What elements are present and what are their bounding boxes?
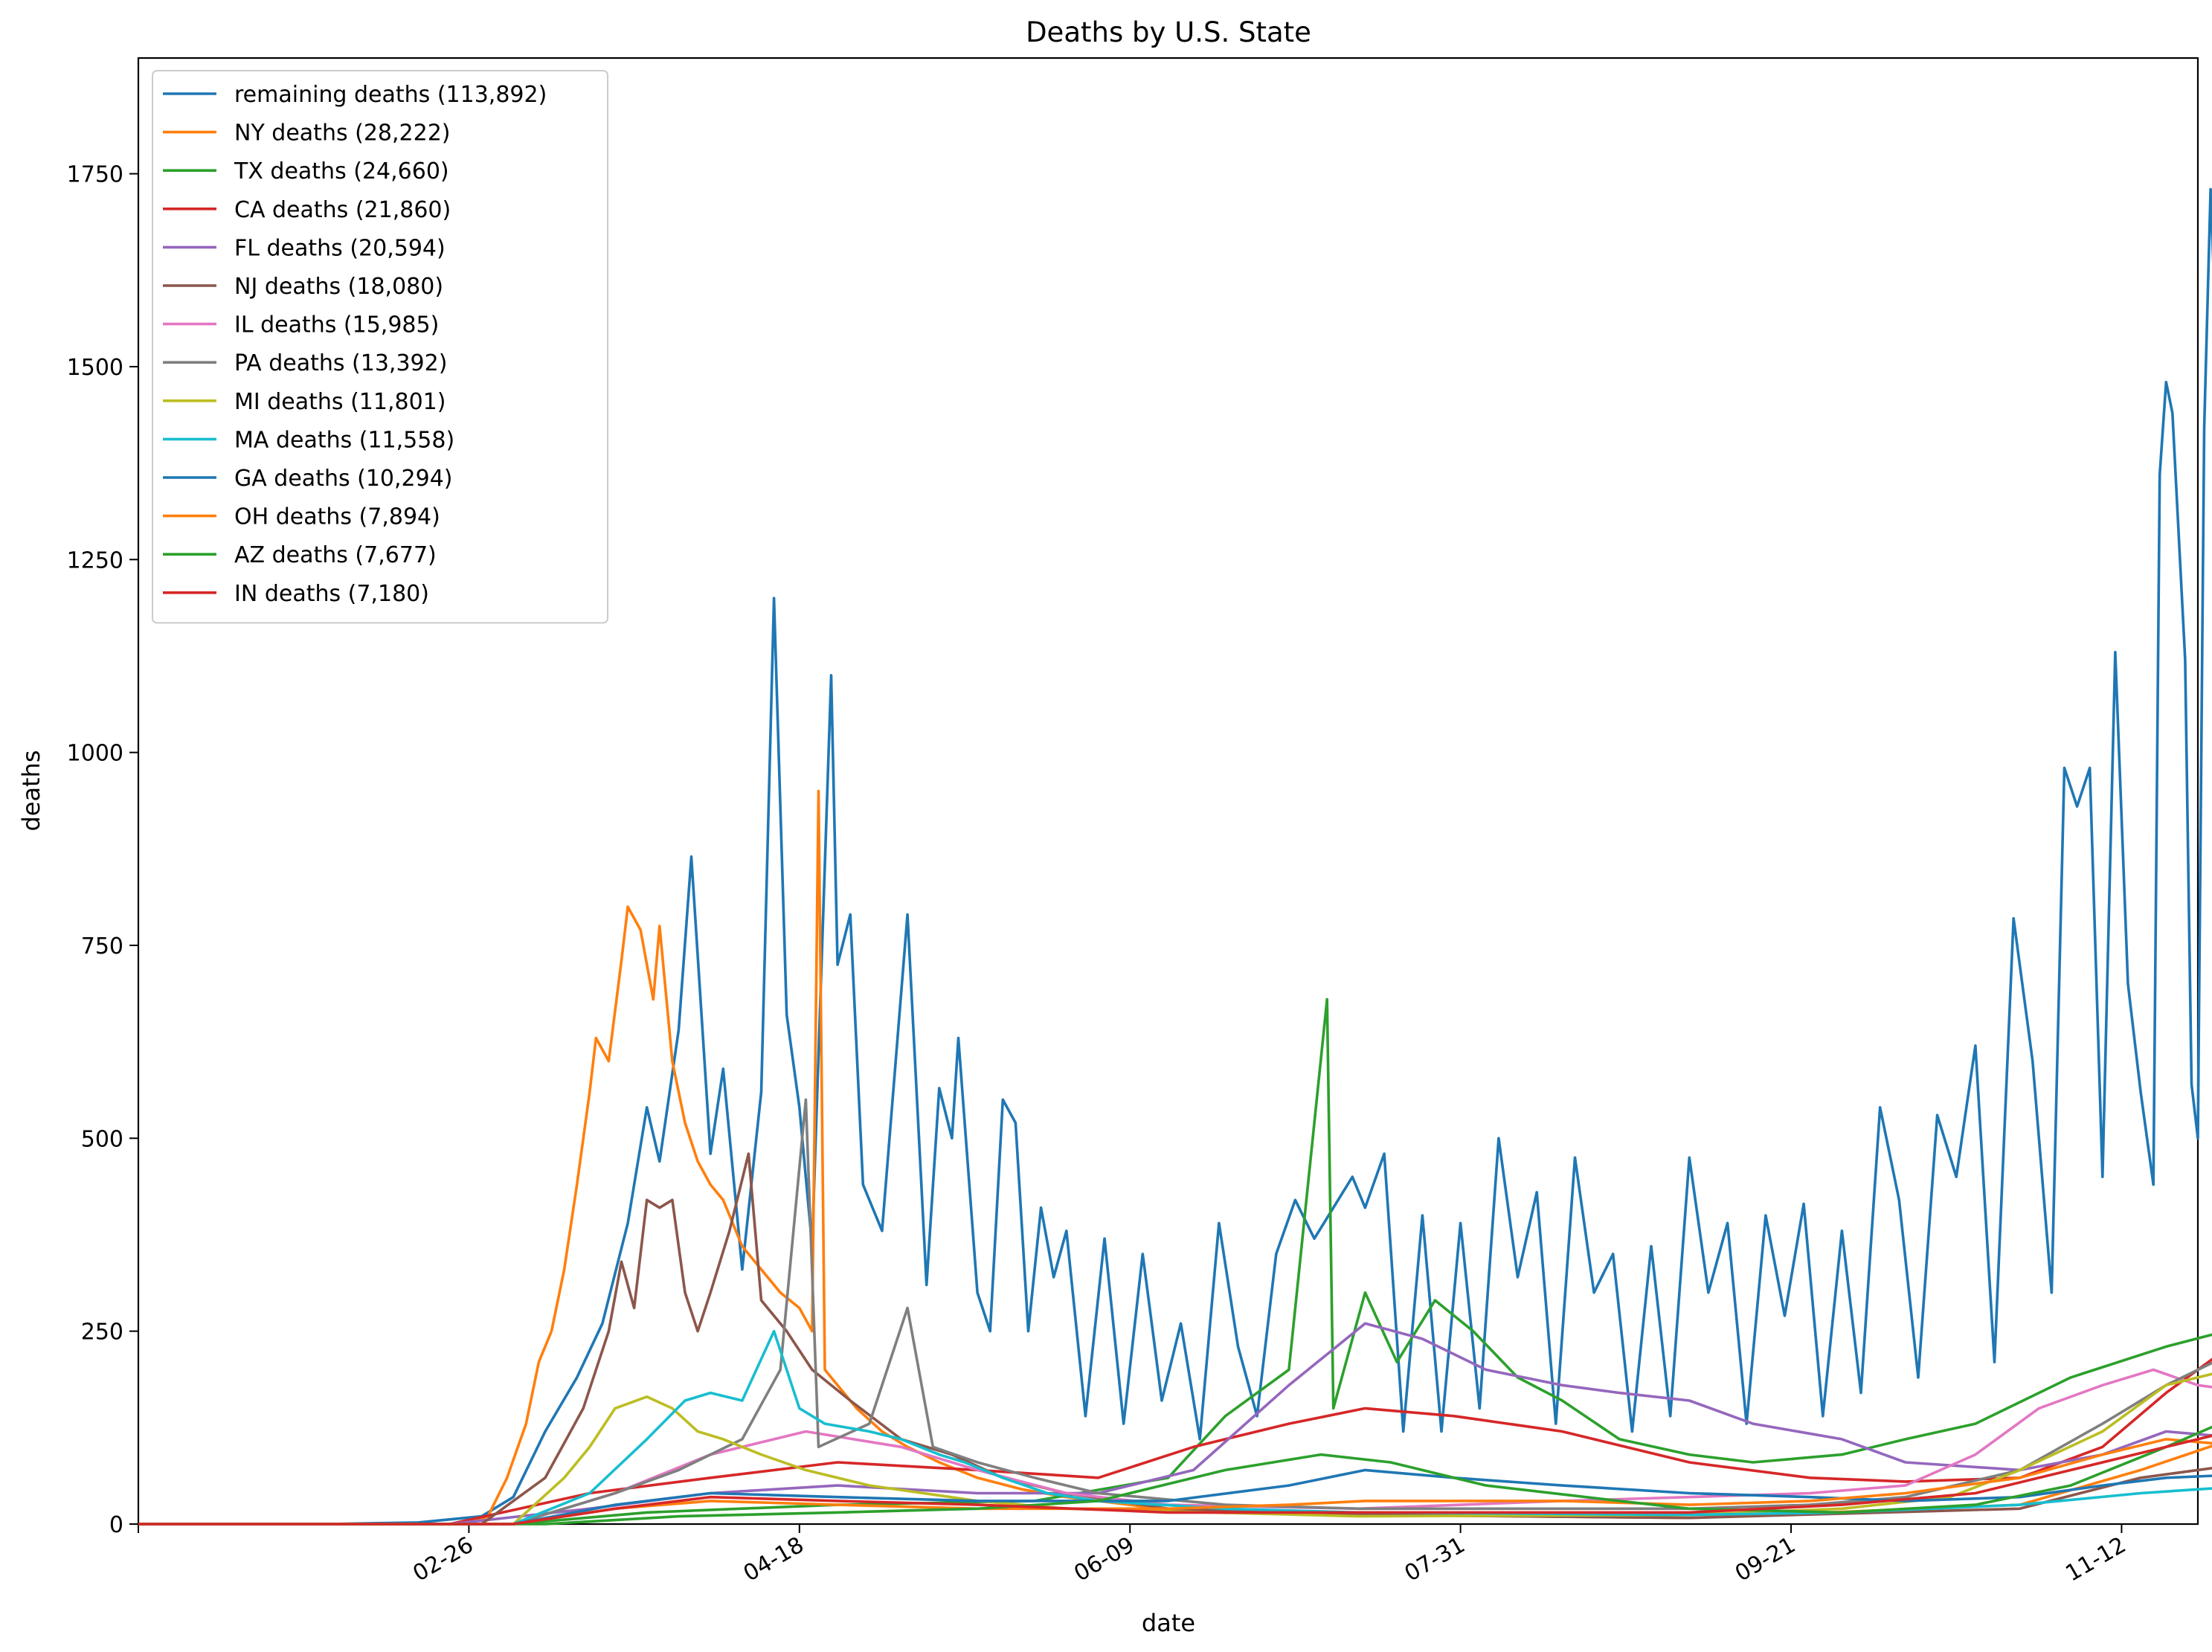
series-line-2 <box>138 789 2212 1526</box>
legend-label: MI deaths (11,801) <box>234 389 446 415</box>
series-line-7 <box>138 1368 2212 1526</box>
legend-label: IN deaths (7,180) <box>234 581 429 607</box>
series-line-4 <box>138 1357 2212 1526</box>
series-line-14 <box>138 1434 2212 1526</box>
y-axis-label: deaths <box>17 750 45 831</box>
legend-box <box>152 70 608 624</box>
y-tick-label: 1000 <box>67 741 123 767</box>
series-layer <box>138 187 2212 1526</box>
y-tick-label: 1750 <box>67 162 123 188</box>
y-axis: 0 250 500 750 1000 1250 1500 1750 <box>67 162 138 1538</box>
legend: remaining deaths (113,892) NY deaths (28,… <box>152 70 608 624</box>
series-line-12 <box>138 1438 2212 1526</box>
series-line-11 <box>138 1468 2212 1526</box>
legend-label: NJ deaths (18,080) <box>234 274 443 300</box>
series-line-9 <box>138 1372 2212 1526</box>
y-tick-label: 500 <box>81 1126 123 1152</box>
legend-label: OH deaths (7,894) <box>234 504 440 530</box>
series-line-5 <box>138 1322 2212 1526</box>
legend-label: IL deaths (15,985) <box>234 312 439 338</box>
series-line-10 <box>138 1329 2212 1526</box>
legend-label: CA deaths (21,860) <box>234 197 451 223</box>
y-tick-label: 1250 <box>67 547 123 573</box>
legend-label: NY deaths (28,222) <box>234 120 451 147</box>
plot-area <box>137 57 2199 1526</box>
series-line-13 <box>138 1425 2212 1526</box>
legend-label: GA deaths (10,294) <box>234 466 453 492</box>
legend-label: remaining deaths (113,892) <box>234 82 547 108</box>
legend-label: FL deaths (20,594) <box>234 235 446 261</box>
series-line-1 <box>138 187 2212 1526</box>
chart-title: Deaths by U.S. State <box>1026 16 1311 48</box>
legend-label: PA deaths (13,392) <box>234 350 447 376</box>
y-tick-label: 0 <box>109 1512 123 1538</box>
y-tick-label: 250 <box>81 1320 123 1346</box>
legend-label: TX deaths (24,660) <box>234 158 449 184</box>
y-tick-label: 1500 <box>67 355 123 381</box>
legend-label: MA deaths (11,558) <box>234 427 454 453</box>
y-tick-label: 750 <box>81 933 123 960</box>
x-axis-label: date <box>1142 1609 1195 1637</box>
legend-label: AZ deaths (7,677) <box>234 542 437 568</box>
series-line-6 <box>138 1152 2212 1526</box>
